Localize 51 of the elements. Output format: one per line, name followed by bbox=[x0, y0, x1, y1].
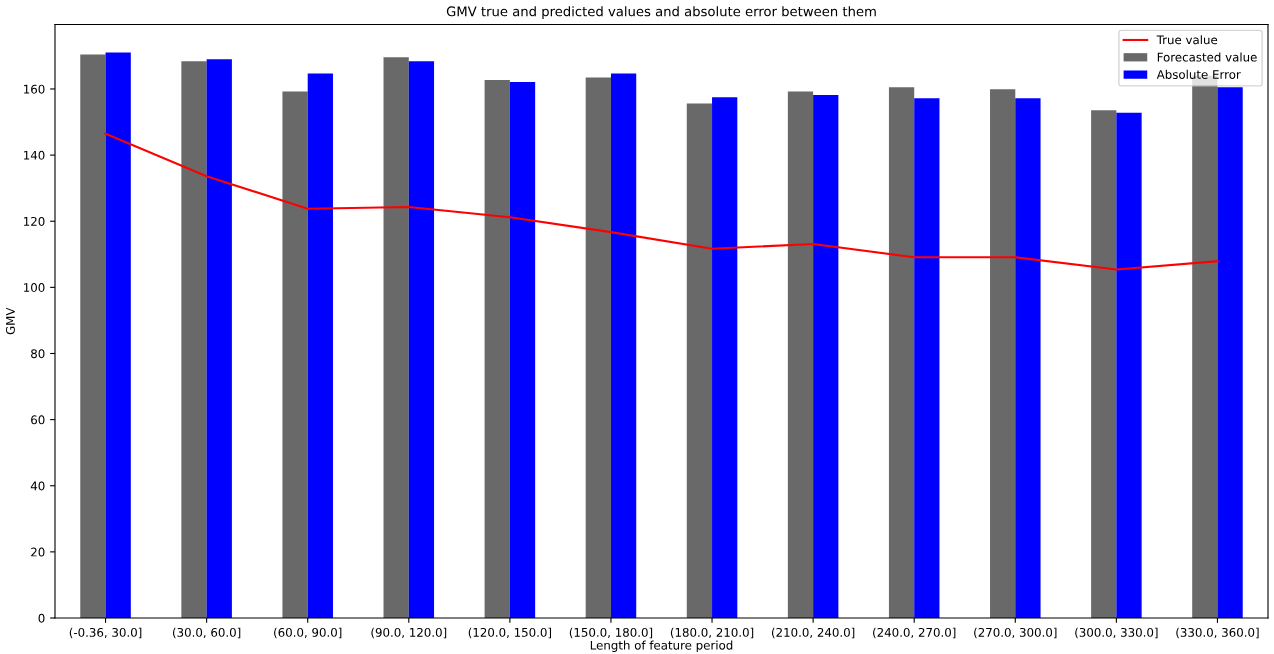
y-tick-label: 140 bbox=[24, 150, 45, 160]
x-tick-label: (180.0, 210.0] bbox=[670, 627, 754, 639]
bar bbox=[686, 103, 713, 618]
bar bbox=[610, 73, 637, 618]
legend-label: Absolute Error bbox=[1156, 69, 1241, 79]
y-tick-label: 80 bbox=[31, 349, 45, 359]
bar bbox=[888, 87, 915, 618]
y-tick-label: 100 bbox=[24, 283, 45, 293]
bar bbox=[408, 61, 435, 618]
bar bbox=[206, 59, 232, 618]
x-tick-label: (-0.36, 30.0] bbox=[69, 627, 142, 639]
bar bbox=[990, 89, 1016, 618]
x-tick-label: (210.0, 240.0] bbox=[771, 627, 855, 639]
bar bbox=[1116, 112, 1142, 618]
y-axis-title: GMV bbox=[5, 307, 15, 335]
x-tick-label: (300.0, 330.0] bbox=[1075, 627, 1158, 639]
x-tick-label: (90.0, 120.0] bbox=[371, 627, 447, 639]
bar bbox=[105, 52, 131, 618]
bar bbox=[181, 61, 207, 618]
x-tick-label: (330.0, 360.0] bbox=[1176, 627, 1259, 639]
bar bbox=[1217, 87, 1243, 618]
line-series bbox=[104, 132, 1219, 271]
bar bbox=[80, 54, 106, 618]
bar bbox=[484, 80, 510, 618]
bar bbox=[813, 94, 839, 618]
y-tick-label: 40 bbox=[30, 481, 45, 491]
chart-title: GMV true and predicted values and absolute error between them bbox=[446, 6, 876, 19]
x-tick-label: (240.0, 270.0] bbox=[873, 627, 956, 639]
bar bbox=[787, 91, 814, 618]
x-tick-label: (270.0, 300.0] bbox=[974, 627, 1057, 639]
legend-label: True value bbox=[1156, 35, 1218, 45]
bar bbox=[1015, 98, 1041, 618]
bar bbox=[282, 91, 308, 618]
bar bbox=[307, 73, 333, 618]
y-tick-label: 20 bbox=[31, 547, 45, 557]
x-tick-label: (30.0, 60.0] bbox=[173, 627, 241, 639]
bar bbox=[712, 97, 738, 618]
y-tick-label: 160 bbox=[24, 84, 45, 94]
bar bbox=[1091, 110, 1117, 618]
x-axis-title: Length of feature period bbox=[590, 640, 733, 652]
bar bbox=[914, 98, 940, 618]
bar bbox=[509, 82, 536, 618]
legend-label: Forecasted value bbox=[1157, 52, 1257, 62]
x-tick-label: (120.0, 150.0] bbox=[468, 627, 552, 639]
y-tick-label: 60 bbox=[31, 415, 45, 425]
bar bbox=[383, 57, 409, 618]
y-tick-label: 120 bbox=[24, 216, 45, 226]
y-tick-label: 0 bbox=[38, 613, 45, 623]
x-tick-label: (150.0, 180.0] bbox=[569, 627, 653, 639]
x-tick-label: (60.0, 90.0] bbox=[274, 627, 342, 639]
bar bbox=[585, 77, 611, 618]
